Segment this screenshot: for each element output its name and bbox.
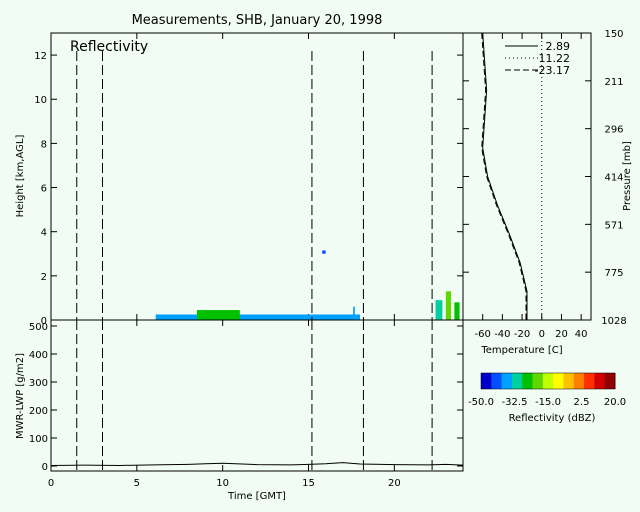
y-tick-label: 300 bbox=[29, 378, 48, 389]
reflectivity-echo bbox=[353, 306, 355, 320]
sounding-series-line bbox=[481, 32, 527, 320]
temperature-tick-label: -60 bbox=[475, 329, 491, 340]
y-tick-label: 500 bbox=[29, 322, 48, 333]
colorbar-cell bbox=[491, 373, 503, 389]
colorbar-cell bbox=[604, 373, 616, 389]
sounding-frame bbox=[462, 32, 592, 321]
colorbar-cell bbox=[594, 373, 606, 389]
y-tick-label: 10 bbox=[34, 95, 47, 106]
pressure-tick-label: 296 bbox=[604, 125, 623, 136]
colorbar-cell bbox=[501, 373, 513, 389]
temperature-tick-label: 20 bbox=[555, 329, 568, 340]
colorbar-tick-label: -50.0 bbox=[468, 397, 494, 408]
legend-label: -23.17 bbox=[535, 64, 570, 77]
colorbar-cell bbox=[553, 373, 564, 389]
reflectivity-frame bbox=[50, 32, 464, 321]
legend-label: 11.22 bbox=[539, 52, 571, 65]
colorbar-frame bbox=[480, 372, 616, 390]
colorbar-cell bbox=[584, 373, 595, 389]
reflectivity-ylabel: Height [km,AGL] bbox=[15, 135, 26, 218]
y-tick-label: 8 bbox=[41, 139, 47, 150]
temperature-tick-label: 40 bbox=[575, 329, 588, 340]
reflectivity-echo bbox=[196, 310, 240, 320]
temperature-tick-label: -20 bbox=[514, 329, 530, 340]
x-tick-label: 15 bbox=[302, 478, 315, 489]
y-tick-label: 100 bbox=[29, 434, 48, 445]
colorbar: -50.0 -32.5 -15.0 2.5 20.0 Reflectivity (dBZ… bbox=[468, 372, 626, 424]
colorbar-cell bbox=[573, 373, 585, 389]
temperature-tick-label: -40 bbox=[494, 329, 510, 340]
lwp-panel: Time [GMT] MWR-LWP [g/m2] 01002003004005… bbox=[15, 319, 464, 502]
x-tick-label: 5 bbox=[134, 478, 140, 489]
lwp-series-line bbox=[50, 462, 464, 466]
sounding-series-line bbox=[482, 32, 528, 320]
pressure-tick-label: 211 bbox=[604, 77, 623, 88]
y-tick-label: 400 bbox=[29, 350, 48, 361]
lwp-ylabel: MWR-LWP [g/m2] bbox=[15, 353, 26, 439]
colorbar-tick-label: -32.5 bbox=[502, 397, 528, 408]
reflectivity-echo bbox=[445, 291, 451, 320]
colorbar-cell bbox=[542, 373, 554, 389]
pressure-tick-label: 150 bbox=[604, 29, 623, 40]
y-tick-label: 2 bbox=[41, 272, 47, 283]
y-tick-label: 0 bbox=[42, 462, 48, 473]
y-tick-label: 4 bbox=[41, 228, 47, 239]
legend-label: 2.89 bbox=[546, 40, 571, 53]
lwp-frame bbox=[50, 319, 464, 472]
y-tick-label: 0 bbox=[41, 316, 47, 327]
colorbar-cell bbox=[481, 373, 492, 389]
pressure-tick-label: 775 bbox=[604, 268, 623, 279]
y-tick-label: 200 bbox=[29, 406, 48, 417]
reflectivity-panel: Reflectivity Height [km,AGL] 0 2 4 6 8 10 12 bbox=[15, 32, 464, 327]
lwp-xlabel: Time [GMT] bbox=[227, 491, 286, 502]
pressure-tick-label: 571 bbox=[604, 220, 623, 231]
sounding-xlabel: Temperature [C] bbox=[480, 345, 562, 356]
pressure-tick-label: 1028 bbox=[601, 316, 626, 327]
colorbar-tick-label: 20.0 bbox=[604, 397, 626, 408]
x-tick-label: 20 bbox=[388, 478, 401, 489]
reflectivity-label: Reflectivity bbox=[70, 39, 148, 55]
sounding-ylabel: Pressure [mb] bbox=[622, 141, 633, 211]
colorbar-cell bbox=[532, 373, 544, 389]
sounding-panel: Temperature [C] Pressure [mb] 150 211 296 4… bbox=[462, 29, 633, 356]
x-tick-label: 10 bbox=[216, 478, 229, 489]
figure-title: Measurements, SHB, January 20, 1998 bbox=[132, 13, 383, 28]
colorbar-cell bbox=[511, 373, 523, 389]
y-tick-label: 6 bbox=[41, 184, 47, 195]
reflectivity-echo bbox=[435, 300, 443, 320]
x-tick-label: 0 bbox=[48, 478, 54, 489]
reflectivity-echo bbox=[322, 250, 326, 254]
temperature-tick-label: 0 bbox=[539, 329, 545, 340]
colorbar-tick-label: 2.5 bbox=[574, 397, 590, 408]
colorbar-cell bbox=[563, 373, 575, 389]
colorbar-label: Reflectivity (dBZ) bbox=[509, 413, 596, 424]
colorbar-tick-label: -15.0 bbox=[535, 397, 561, 408]
reflectivity-echo bbox=[155, 314, 360, 320]
pressure-tick-label: 414 bbox=[604, 173, 623, 184]
reflectivity-echo bbox=[454, 302, 460, 320]
colorbar-cell bbox=[522, 373, 534, 389]
y-tick-label: 12 bbox=[34, 51, 47, 62]
